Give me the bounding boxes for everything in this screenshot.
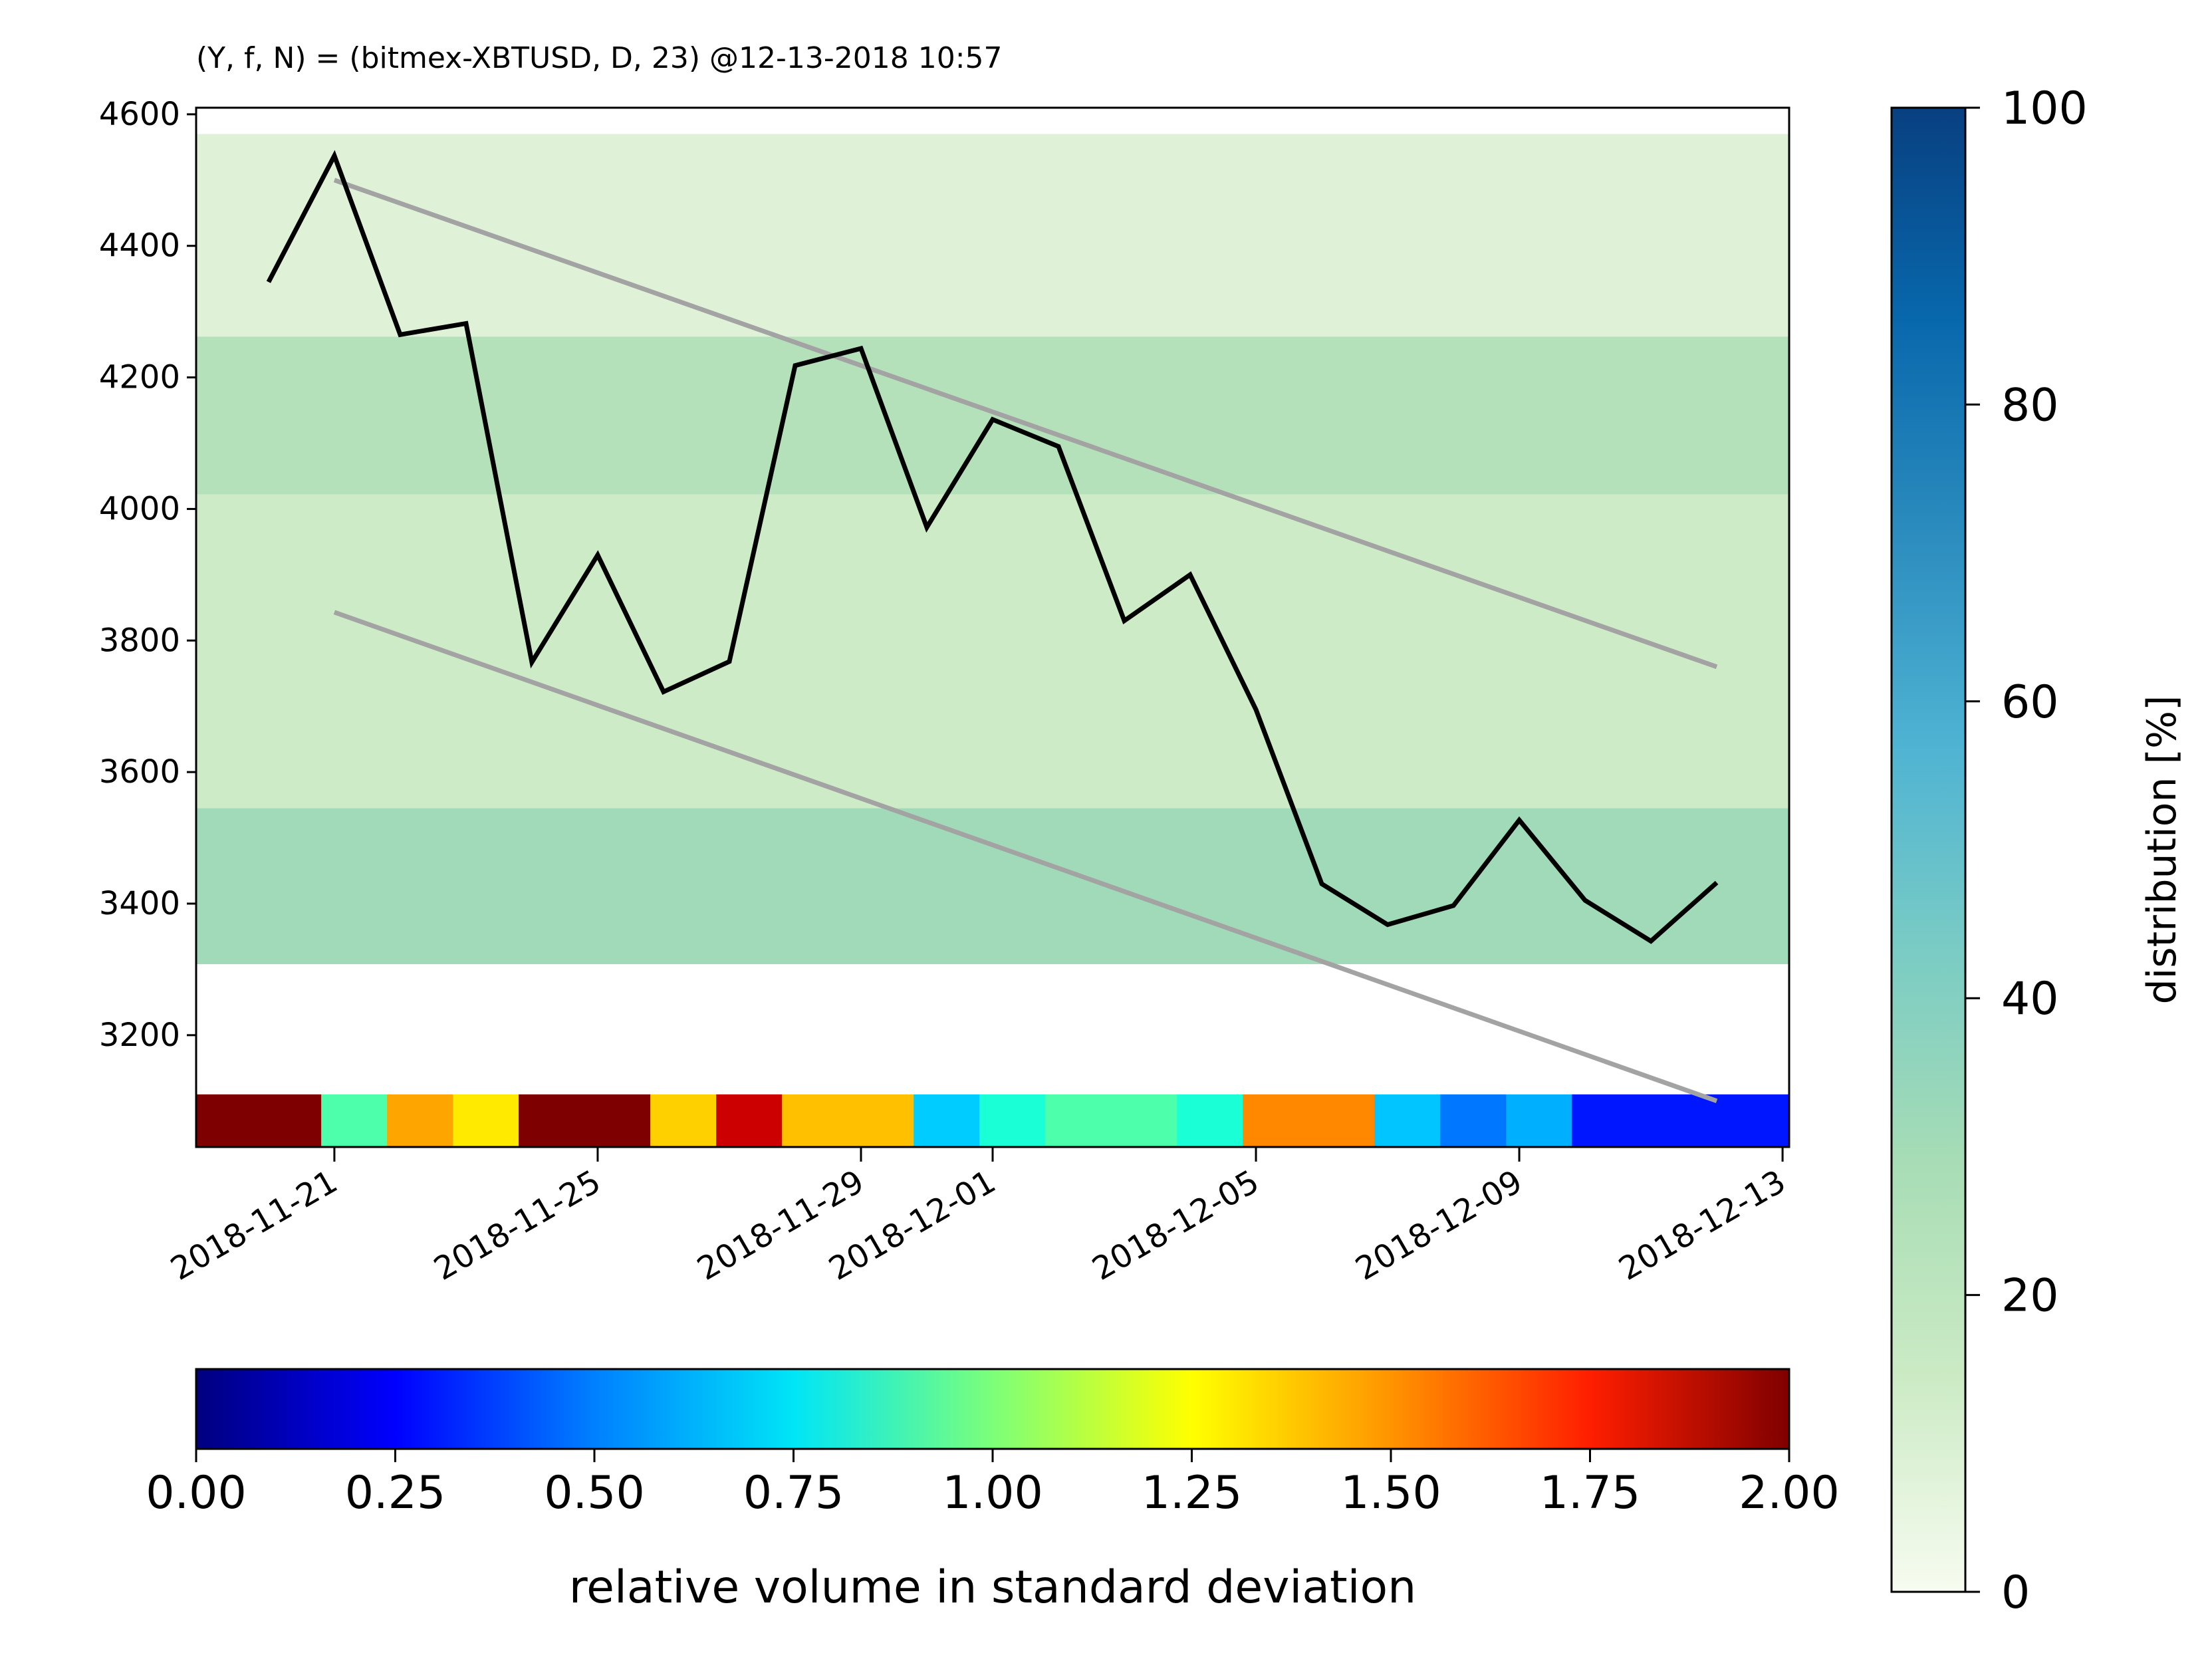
distribution-colorbar-ticks: 0 20 40 60 80 100	[1965, 82, 2088, 1619]
volume-cell-1	[196, 1094, 322, 1147]
volume-cell-12	[1177, 1094, 1243, 1147]
distribution-tick-label-0: 0	[2001, 1567, 2030, 1619]
volume-tick-label-1.50: 1.50	[1340, 1467, 1441, 1519]
x-tick-label-2018-11-21: 2018-11-21	[164, 1163, 344, 1288]
volume-cell-7	[716, 1094, 783, 1147]
volume-cell-5	[519, 1094, 651, 1147]
distribution-band-2	[196, 336, 1789, 495]
x-axis: 2018-11-21 2018-11-25 2018-11-292018-12-01…	[164, 1147, 1792, 1288]
y-tick-label-4600: 4600	[99, 96, 180, 133]
price-series	[266, 150, 1719, 944]
volume-cell-2	[321, 1094, 388, 1147]
distribution-colorbar-gradient	[1890, 106, 1967, 1593]
volume-cell-13	[1243, 1094, 1375, 1147]
distribution-colorbar: 0 20 40 60 80 100 distribution [%]	[1890, 82, 2185, 1619]
volume-cell-3	[387, 1094, 453, 1147]
distribution-bands	[196, 134, 1789, 964]
volume-cell-16	[1506, 1094, 1572, 1147]
volume-tick-label-0.75: 0.75	[743, 1467, 844, 1519]
distribution-band-4	[196, 808, 1789, 964]
distribution-colorbar-label: distribution [%]	[2139, 696, 2185, 1005]
distribution-tick-label-80: 80	[2001, 379, 2059, 432]
y-tick-label-3200: 3200	[99, 1017, 180, 1054]
volume-cell-4	[453, 1094, 519, 1147]
volume-tick-label-2.00: 2.00	[1739, 1467, 1839, 1519]
y-axis: 3200 3400 3600 3800 4000 4200 4400 4600	[99, 96, 196, 1054]
distribution-tick-label-20: 20	[2001, 1270, 2059, 1323]
chart-title: (Y, f, N) = (bitmex-XBTUSD, D, 23) @12-1…	[196, 41, 1003, 75]
volume-colorbar-label: relative volume in standard deviation	[569, 1561, 1417, 1614]
distribution-band-1	[196, 134, 1789, 337]
volume-colorbar: 0.00 0.25 0.50 0.75 1.00 1.25 1.50 1.75 2.00 rel…	[146, 1368, 1840, 1614]
upper-trend-line	[333, 178, 1718, 670]
volume-cell-10	[979, 1094, 1046, 1147]
x-tick-label-2018-12-09: 2018-12-09	[1349, 1163, 1529, 1288]
distribution-tick-label-60: 60	[2001, 676, 2059, 729]
volume-cell-8	[782, 1094, 914, 1147]
y-tick-label-4400: 4400	[99, 227, 180, 265]
volume-cell-9	[914, 1094, 980, 1147]
volume-tick-label-1.75: 1.75	[1540, 1467, 1640, 1519]
x-tick-label-2018-12-05: 2018-12-05	[1086, 1163, 1265, 1288]
volume-tick-label-0.00: 0.00	[146, 1467, 246, 1519]
volume-tick-label-1.00: 1.00	[942, 1467, 1043, 1519]
distribution-band-3	[196, 494, 1789, 809]
volume-tick-label-1.25: 1.25	[1142, 1467, 1242, 1519]
y-tick-label-3800: 3800	[99, 622, 180, 659]
lower-trend-line	[333, 610, 1718, 1104]
x-tick-label-2018-11-25: 2018-11-25	[428, 1163, 607, 1288]
y-tick-label-4000: 4000	[99, 490, 180, 527]
volume-cell-15	[1440, 1094, 1507, 1147]
volume-cell-17	[1572, 1094, 1790, 1147]
distribution-tick-label-100: 100	[2001, 82, 2088, 135]
volume-tick-label-0.50: 0.50	[544, 1467, 644, 1519]
volume-cell-11	[1045, 1094, 1177, 1147]
distribution-tick-label-40: 40	[2001, 973, 2059, 1025]
volume-tick-label-0.25: 0.25	[345, 1467, 445, 1519]
volume-strip	[196, 1094, 1790, 1147]
volume-colorbar-gradient	[195, 1368, 1790, 1450]
y-tick-label-3400: 3400	[99, 885, 180, 922]
x-tick-label-2018-12-13: 2018-12-13	[1613, 1163, 1792, 1288]
volume-cell-14	[1374, 1094, 1441, 1147]
trend-lines	[333, 178, 1718, 1104]
volume-colorbar-ticks: 0.00 0.25 0.50 0.75 1.00 1.25 1.50 1.75 2.00	[146, 1449, 1840, 1519]
y-tick-label-3600: 3600	[99, 753, 180, 791]
volume-cell-6	[650, 1094, 717, 1147]
y-tick-label-4200: 4200	[99, 359, 180, 396]
price-line	[266, 150, 1719, 944]
